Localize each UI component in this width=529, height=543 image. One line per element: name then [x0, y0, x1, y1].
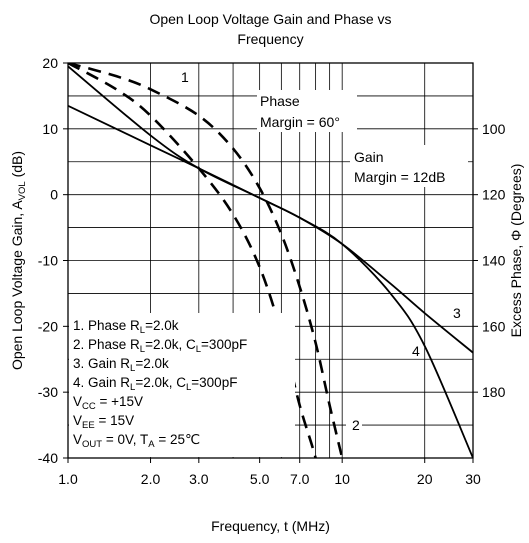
- series-1-line: [68, 63, 344, 458]
- series-3-label: 3: [453, 305, 461, 321]
- chart-title-line-1: Open Loop Voltage Gain and Phase vs: [149, 11, 391, 27]
- series-2-label: 2: [352, 417, 360, 433]
- legend-background: [69, 313, 295, 457]
- y-left-tick-label: 20: [42, 55, 58, 71]
- x-axis-label: Frequency, t (MHz): [211, 518, 330, 534]
- legend-entry-4: 4. Gain RL=2.0k, CL=300pF: [73, 375, 237, 393]
- legend: 1. Phase RL=2.0k2. Phase RL=2.0k, CL=300…: [69, 313, 295, 457]
- y-axis-label-left: Open Loop Voltage Gain, AVOL (dB): [9, 151, 28, 370]
- x-tick-label: 2.0: [141, 471, 161, 487]
- y-left-tick-label: 10: [42, 121, 58, 137]
- test-condition-3: VOUT = 0V, TA = 25℃: [73, 432, 200, 450]
- chart-title-line-2: Frequency: [237, 31, 303, 47]
- y-right-tick-label: 180: [482, 384, 506, 400]
- legend-entry-3: 3. Gain RL=2.0k: [73, 356, 169, 374]
- x-tick-label: 1.0: [58, 471, 78, 487]
- y-left-tick-label: -40: [38, 450, 58, 466]
- phase-margin-annotation-background: [257, 90, 357, 132]
- test-condition-1: VCC = +15V: [73, 394, 143, 412]
- gain-margin-annotation-line-2: Margin = 12dB: [354, 169, 445, 185]
- y-axis-label-left-sub: VOL: [17, 181, 28, 200]
- y-axis-label-left-main: Open Loop Voltage Gain, A: [9, 200, 25, 370]
- y-left-tick-label: 0: [50, 187, 58, 203]
- y-axis-label-left-unit: (dB): [9, 151, 25, 181]
- legend-entry-1: 1. Phase RL=2.0k: [73, 318, 179, 336]
- phase-margin-annotation-line-1: Phase: [260, 93, 300, 109]
- series-4-line: [68, 65, 473, 458]
- y-right-tick-label: 160: [482, 318, 506, 334]
- phase-margin-annotation-line-2: Margin = 60°: [260, 114, 340, 130]
- phase-margin-annotation: Phase Margin = 60°: [257, 90, 357, 132]
- x-tick-label: 5.0: [250, 471, 270, 487]
- y-left-tick-label: -20: [38, 318, 58, 334]
- gain-margin-annotation-line-1: Gain: [354, 149, 384, 165]
- test-condition-2: VEE = 15V: [73, 413, 134, 431]
- x-tick-label: 30: [465, 471, 481, 487]
- tick-marks: 1.0 2.0 3.0 5.0 7.0 10 20 3020100-10-20-30-4010…: [38, 55, 506, 487]
- y-left-tick-label: -10: [38, 253, 58, 269]
- x-tick-label: 3.0: [189, 471, 209, 487]
- series-2-line: [68, 63, 317, 458]
- series-4-label: 4: [412, 343, 420, 359]
- gain-margin-annotation: Gain Margin = 12dB: [350, 145, 468, 187]
- y-axis-label-right: Excess Phase, Φ (Degrees): [508, 164, 524, 338]
- x-tick-label: 10: [334, 471, 350, 487]
- legend-entry-2: 2. Phase RL=2.0k, CL=300pF: [73, 337, 247, 355]
- series-1-label: 1: [181, 69, 189, 85]
- y-left-tick-label: -30: [38, 384, 58, 400]
- y-right-tick-label: 120: [482, 187, 506, 203]
- gain-margin-annotation-background: [350, 145, 468, 187]
- x-tick-label: 7.0: [290, 471, 310, 487]
- chart-title: Open Loop Voltage Gain and Phase vs Freq…: [149, 11, 391, 47]
- y-right-tick-label: 140: [482, 253, 506, 269]
- x-tick-label: 20: [417, 471, 433, 487]
- y-right-tick-label: 100: [482, 121, 506, 137]
- series-layer: 1 2 3 4: [68, 63, 473, 458]
- series-2-label-background: [346, 417, 362, 434]
